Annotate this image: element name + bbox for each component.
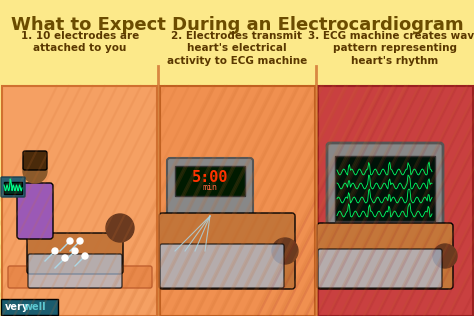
FancyBboxPatch shape xyxy=(1,299,58,315)
FancyBboxPatch shape xyxy=(318,249,442,288)
FancyBboxPatch shape xyxy=(378,223,392,238)
Text: very: very xyxy=(5,302,29,312)
FancyBboxPatch shape xyxy=(327,143,443,229)
Text: min: min xyxy=(202,184,218,192)
FancyBboxPatch shape xyxy=(4,182,22,194)
FancyBboxPatch shape xyxy=(335,156,435,221)
Circle shape xyxy=(67,238,73,244)
Circle shape xyxy=(106,214,134,242)
FancyBboxPatch shape xyxy=(167,158,253,219)
Text: 2. Electrodes transmit
heart's electrical
activity to ECG machine: 2. Electrodes transmit heart's electrica… xyxy=(167,31,307,66)
FancyBboxPatch shape xyxy=(8,266,152,288)
FancyBboxPatch shape xyxy=(317,223,453,289)
Circle shape xyxy=(433,244,457,268)
Text: well: well xyxy=(24,302,46,312)
FancyBboxPatch shape xyxy=(318,86,473,316)
Text: What to Expect During an Electrocardiogram: What to Expect During an Electrocardiogr… xyxy=(11,16,463,34)
FancyBboxPatch shape xyxy=(17,183,53,239)
Circle shape xyxy=(272,238,298,264)
FancyBboxPatch shape xyxy=(159,213,295,289)
FancyBboxPatch shape xyxy=(28,254,122,288)
FancyBboxPatch shape xyxy=(359,235,411,243)
Circle shape xyxy=(82,253,88,259)
FancyBboxPatch shape xyxy=(2,86,157,316)
Circle shape xyxy=(52,248,58,254)
Circle shape xyxy=(77,238,83,244)
FancyBboxPatch shape xyxy=(27,233,123,274)
FancyBboxPatch shape xyxy=(160,86,315,316)
Text: 3. ECG machine creates wave
pattern representing
heart's rhythm: 3. ECG machine creates wave pattern repr… xyxy=(309,31,474,66)
Text: 5:00: 5:00 xyxy=(192,171,228,185)
Circle shape xyxy=(72,248,78,254)
FancyBboxPatch shape xyxy=(1,177,25,197)
FancyBboxPatch shape xyxy=(160,244,284,288)
FancyBboxPatch shape xyxy=(175,166,245,196)
Text: 1. 10 electrodes are
attached to you: 1. 10 electrodes are attached to you xyxy=(21,31,139,53)
Circle shape xyxy=(62,255,68,261)
Circle shape xyxy=(23,159,47,183)
FancyBboxPatch shape xyxy=(23,151,47,170)
